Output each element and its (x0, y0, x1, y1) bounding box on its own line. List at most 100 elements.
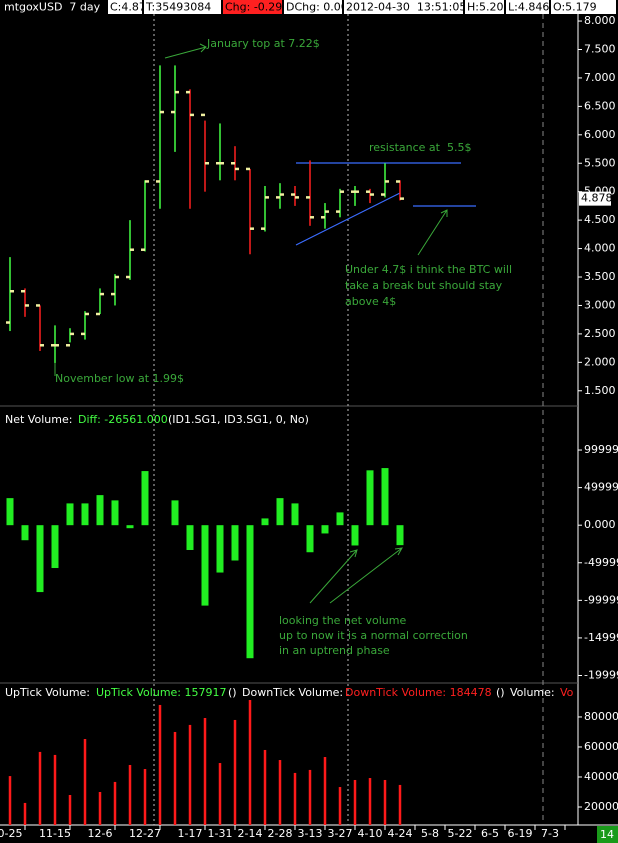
bar (38, 751, 42, 825)
arrow (417, 209, 448, 256)
y-tick-label: 200000 (584, 800, 618, 813)
y-tick-label: 8.000 (584, 14, 616, 27)
bar (263, 749, 267, 825)
x-tick-label: 3-13 (298, 827, 323, 840)
header-box (144, 0, 221, 14)
bar (173, 731, 177, 825)
bar (186, 525, 194, 550)
bar (291, 503, 299, 526)
header-field: DChg: 0.000 (286, 1, 355, 14)
bar (51, 525, 59, 569)
y-tick-label: 3.000 (584, 298, 616, 311)
x-tick-label: 4-10 (358, 827, 383, 840)
panel-label: Volume: (510, 686, 555, 699)
y-tick-label: 800000 (584, 710, 618, 723)
bar (68, 794, 72, 825)
header-field: O:5.179 (553, 1, 597, 14)
last-value-box (579, 191, 611, 206)
x-tick-label: 7-3 (541, 827, 559, 840)
bar (233, 719, 237, 825)
y-tick-label: 2.500 (584, 327, 616, 340)
x-tick-label: 3-27 (328, 827, 353, 840)
arrow (309, 549, 358, 604)
bar (396, 525, 404, 546)
bar (143, 769, 147, 825)
y-tick-label: -49999 (584, 556, 618, 569)
arrows (54, 43, 448, 604)
bar (8, 776, 12, 825)
y-tick-label: 4.500 (584, 213, 616, 226)
y-tick-label: 7.500 (584, 42, 616, 55)
bar (128, 764, 132, 825)
header-box (465, 0, 504, 14)
bar (353, 779, 357, 825)
support-line (295, 192, 401, 246)
bar (278, 760, 282, 825)
bar (201, 525, 209, 606)
bar (321, 525, 329, 534)
annotation: November low at 1.99$ (55, 372, 184, 385)
y-tick-label: 2.000 (584, 355, 616, 368)
annotation: January top at 7.22$ (206, 37, 320, 50)
header-field: C:4.878 (110, 1, 153, 14)
annotation: take a break but should stay (345, 279, 503, 292)
bar (23, 802, 27, 825)
bar (351, 525, 359, 546)
annotation: in an uptrend phase (279, 644, 390, 657)
x-tick-label: 1-31 (208, 827, 233, 840)
header-field: L:4.846 (508, 1, 549, 14)
arrow (164, 43, 207, 59)
panel-label: Diff: -26561.000 (78, 413, 168, 426)
x-tick-label: 0-25 (0, 827, 22, 840)
y-tick-label: 400000 (584, 770, 618, 783)
bar (336, 512, 344, 526)
bar (66, 503, 74, 526)
y-tick-label: 3.500 (584, 270, 616, 283)
x-tick-label: 11-15 (39, 827, 71, 840)
bar (111, 500, 119, 526)
bar (383, 779, 387, 825)
y-tick-label: 600000 (584, 740, 618, 753)
bar (81, 503, 89, 526)
panel-label: () (496, 686, 505, 699)
y-tick-label: 0.000 (584, 518, 616, 531)
header-box (344, 0, 463, 14)
header-field: mtgoxUSD 7 day #2 (4, 1, 127, 14)
header-field: H:5.200 (467, 1, 510, 14)
bar (368, 778, 372, 825)
x-tick-label: 12-27 (129, 827, 161, 840)
bar (216, 525, 224, 573)
panel-label: Net Volume: (5, 413, 72, 426)
bar (113, 781, 117, 825)
corner-badge: 14 (600, 828, 614, 841)
bar (246, 525, 254, 659)
y-tick-label: 6.000 (584, 128, 616, 141)
header-box (108, 0, 142, 14)
bar (53, 754, 57, 825)
panel-label: (ID1.SG1, ID3.SG1, 0, No) (168, 413, 309, 426)
y-tick-label: 99999.9 (584, 443, 618, 456)
corner-badge-box (597, 826, 618, 843)
x-tick-label: 2-14 (238, 827, 263, 840)
bar (338, 787, 342, 825)
annotation: resistance at 5.5$ (369, 141, 471, 154)
bar (188, 724, 192, 825)
panel-label: Vo (560, 686, 574, 699)
arrow (329, 547, 403, 604)
bar (141, 471, 149, 526)
header-box (551, 0, 616, 14)
header-field: T:35493084 (145, 1, 211, 14)
bar (83, 739, 87, 825)
bar (248, 700, 252, 825)
y-tick-label: 4.000 (584, 242, 616, 255)
bar (218, 763, 222, 825)
bar (21, 525, 29, 541)
bar (306, 525, 314, 553)
x-tick-label: 5-8 (421, 827, 439, 840)
bar (231, 525, 239, 561)
bar (203, 718, 207, 825)
bar (6, 498, 14, 526)
header-field: Chg: -0.292 (225, 1, 289, 14)
